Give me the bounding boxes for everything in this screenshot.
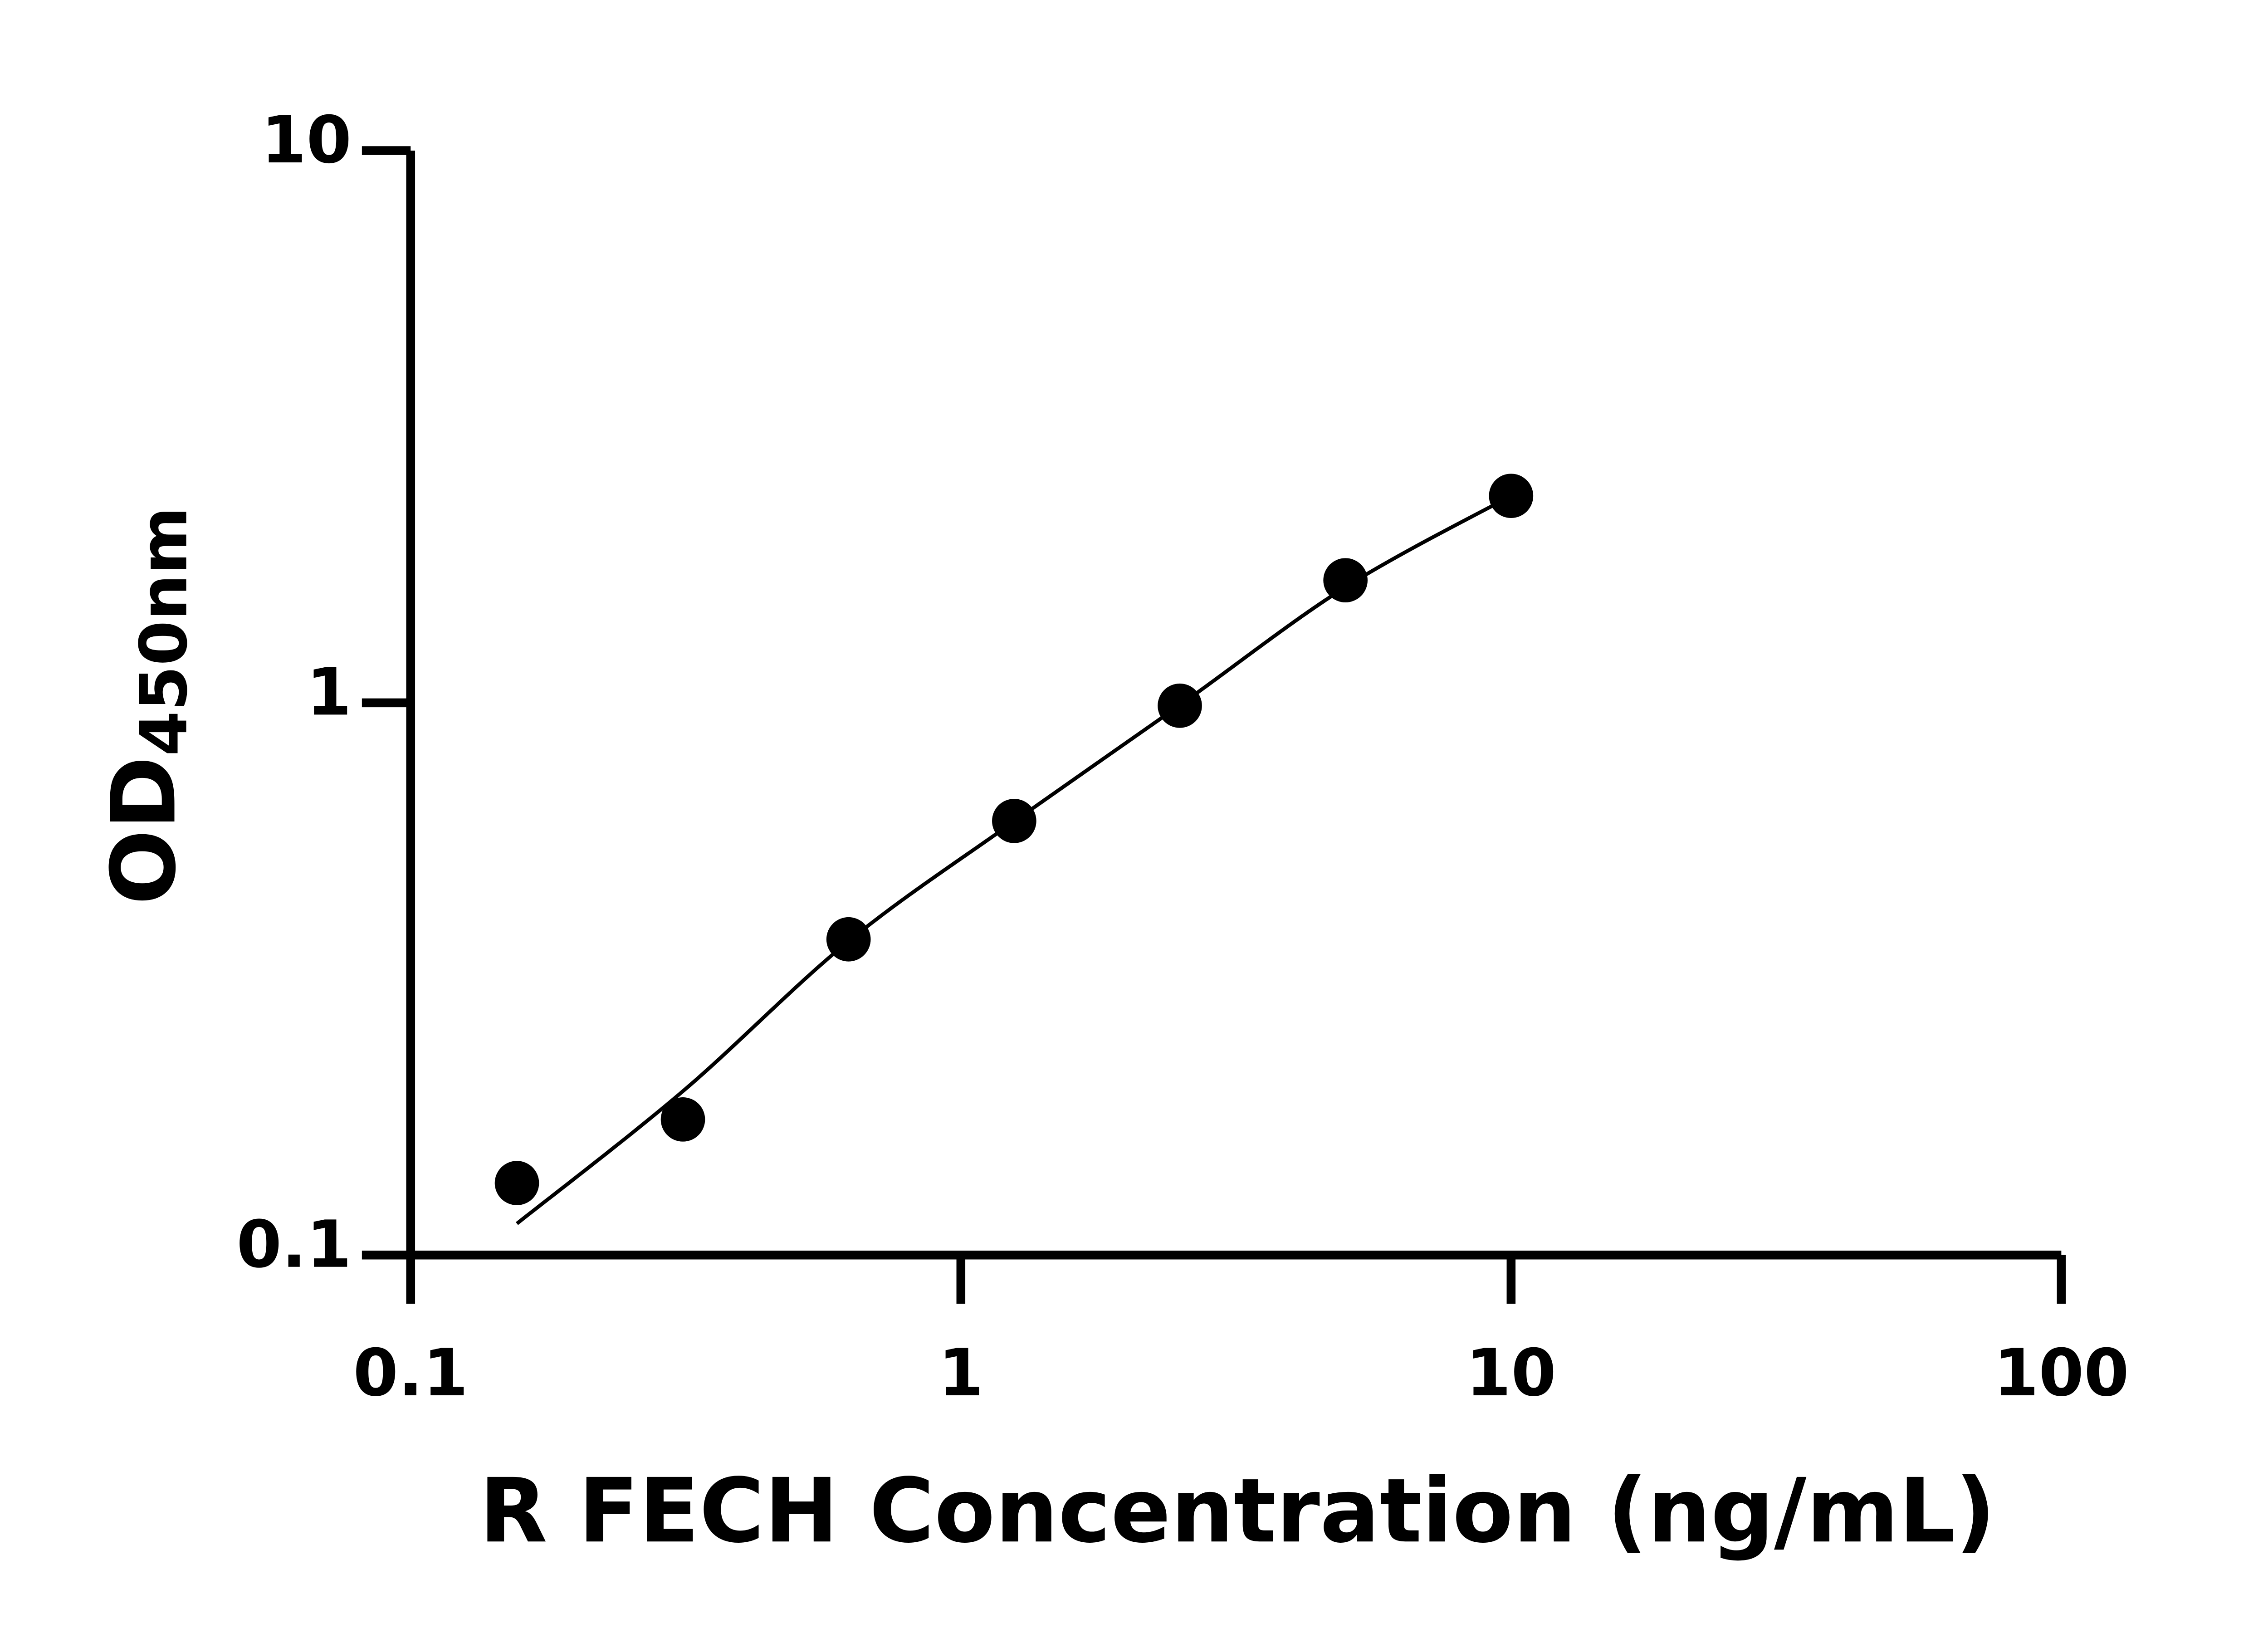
data-points [494,474,1534,1205]
y-axis-label-sub: 450nm [126,507,202,756]
x-axis-label: R FECH Concentration (ng/mL) [479,1460,1996,1563]
data-point [992,799,1036,843]
data-point [1158,683,1202,728]
data-point [660,1097,705,1142]
tick-labels: 0.1 1 10 100 0.1 1 10 [236,102,2129,1411]
y-tick-label: 0.1 [236,1207,352,1282]
y-tick-label: 10 [261,102,352,178]
data-point [1489,474,1534,518]
axes [362,146,2066,1304]
data-point [1323,558,1368,603]
data-point [826,917,871,962]
x-tick-label: 1 [938,1335,983,1411]
y-axis-label-main: OD [93,756,196,905]
x-tick-label: 100 [1994,1335,2129,1411]
y-axis-label: OD450nm [93,507,201,905]
data-point [494,1161,539,1205]
x-tick-label: 0.1 [353,1335,468,1411]
x-tick-label: 10 [1466,1335,1556,1411]
y-tick-label: 1 [306,654,352,730]
